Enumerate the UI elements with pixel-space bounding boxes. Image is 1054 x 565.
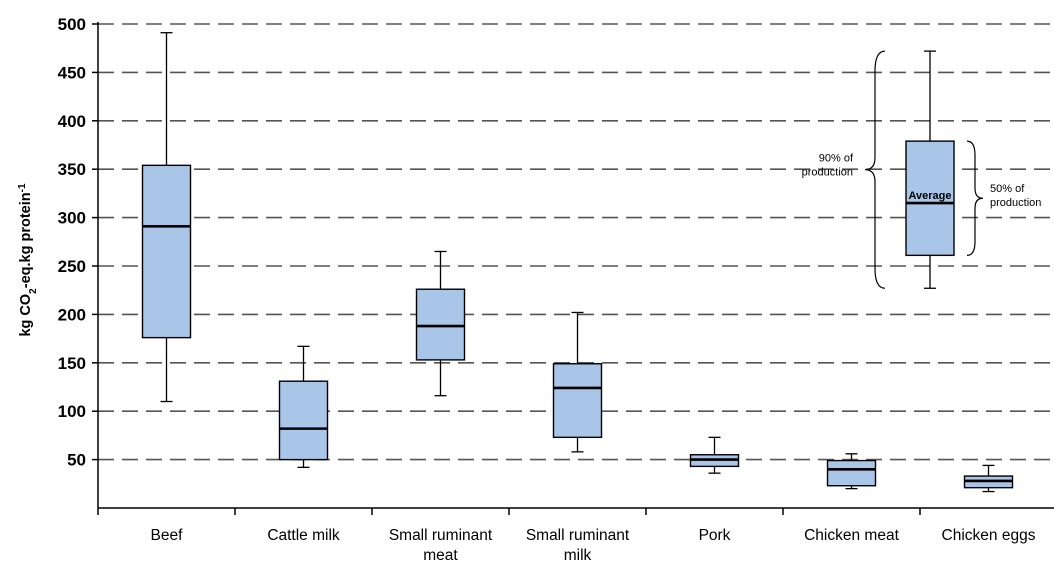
y-tick-label-250: 250 xyxy=(58,257,86,276)
legend-brace-50 xyxy=(966,140,984,256)
legend-50-text: 50% of production xyxy=(990,183,1041,209)
x-tick-label-2: Small ruminant meat xyxy=(389,527,493,564)
legend-brace-90 xyxy=(864,50,886,289)
box-4 xyxy=(689,436,740,474)
box-2 xyxy=(415,250,466,397)
box-1-box xyxy=(278,380,329,461)
box-3 xyxy=(552,311,603,453)
y-tick-label-300: 300 xyxy=(58,209,86,228)
y-tick-label-450: 450 xyxy=(58,63,86,82)
x-tick-label-6: Chicken eggs xyxy=(942,527,1036,544)
gridlines xyxy=(98,23,1054,461)
y-tick-label-200: 200 xyxy=(58,305,86,324)
x-tick-label-1: Cattle milk xyxy=(267,527,340,544)
y-tick-label-500: 500 xyxy=(58,15,86,34)
box-0 xyxy=(141,32,192,403)
y-tick-label-50: 50 xyxy=(67,451,86,470)
legend-90-text: 90% of production xyxy=(802,153,854,179)
x-tick-label-3: Small ruminant milk xyxy=(526,527,630,564)
x-tick-label-4: Pork xyxy=(699,527,731,544)
y-axis-label: kg CO2-eq.kg protein-1 xyxy=(17,183,39,336)
legend-box xyxy=(905,50,955,289)
box-series xyxy=(141,32,1014,493)
axes xyxy=(92,22,1054,515)
box-2-box xyxy=(415,288,466,361)
y-tick-labels: 50 100 150 200 250 300 350 400 450 500 xyxy=(58,15,86,470)
legend-example: Average 90% of production 50% of production xyxy=(802,50,1041,289)
legend-average-label: Average xyxy=(908,190,951,202)
y-tick-label-350: 350 xyxy=(58,160,86,179)
box-5 xyxy=(826,453,877,490)
x-tick-labels: Beef Cattle milk Small ruminant meat Small r… xyxy=(151,527,1036,564)
box-5-box xyxy=(826,459,877,487)
box-3-box xyxy=(552,363,603,439)
box-0-box xyxy=(141,164,192,339)
y-tick-label-100: 100 xyxy=(58,402,86,421)
x-tick-label-5: Chicken meat xyxy=(804,527,899,544)
y-tick-label-150: 150 xyxy=(58,354,86,373)
box-6 xyxy=(963,464,1014,493)
box-1 xyxy=(278,345,329,468)
x-tick-label-0: Beef xyxy=(151,527,184,544)
y-tick-label-400: 400 xyxy=(58,112,86,131)
legend-box-box xyxy=(905,140,955,257)
